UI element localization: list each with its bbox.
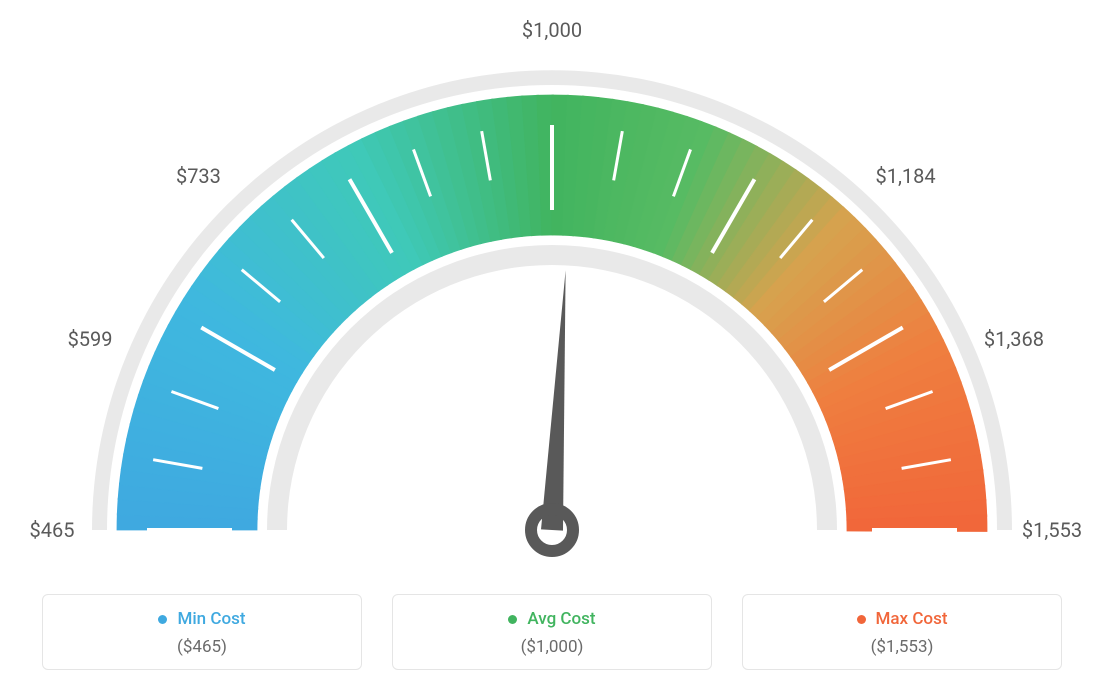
gauge-tick-label: $465 bbox=[30, 518, 75, 542]
gauge-chart: $465 $599 $733 $1,000 $1,184 $1,368 $1,553 bbox=[0, 0, 1104, 580]
legend-value: ($1,000) bbox=[403, 637, 701, 657]
gauge-tick-label: $1,553 bbox=[1022, 518, 1082, 542]
legend-value: ($1,553) bbox=[753, 637, 1051, 657]
gauge-svg bbox=[0, 0, 1104, 580]
legend-label: Min Cost bbox=[158, 609, 245, 629]
legend-label: Max Cost bbox=[857, 609, 948, 629]
gauge-tick-label: $599 bbox=[68, 327, 113, 351]
gauge-tick-label: $733 bbox=[176, 164, 221, 188]
gauge-needle bbox=[541, 270, 566, 530]
legend-row: Min Cost ($465) Avg Cost ($1,000) Max Co… bbox=[0, 594, 1104, 671]
gauge-tick-label: $1,184 bbox=[875, 164, 935, 188]
legend-card-min: Min Cost ($465) bbox=[42, 594, 362, 671]
gauge-tick-label: $1,368 bbox=[984, 327, 1044, 351]
legend-card-max: Max Cost ($1,553) bbox=[742, 594, 1062, 671]
legend-value: ($465) bbox=[53, 637, 351, 657]
legend-card-avg: Avg Cost ($1,000) bbox=[392, 594, 712, 671]
legend-label: Avg Cost bbox=[508, 609, 595, 629]
gauge-tick-label: $1,000 bbox=[522, 18, 582, 42]
